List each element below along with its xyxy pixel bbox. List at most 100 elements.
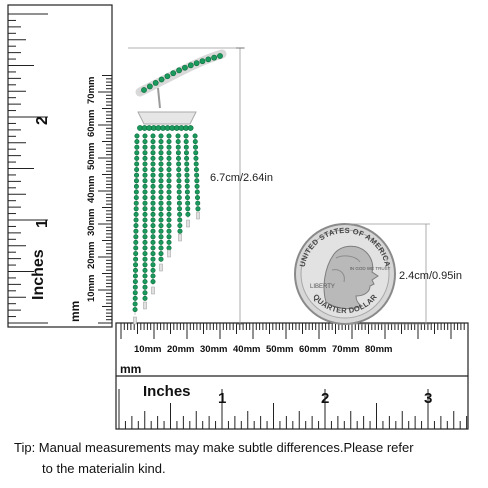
emerald-stone	[158, 200, 164, 206]
emerald-stone	[177, 228, 183, 234]
emerald-stone	[150, 139, 156, 145]
emerald-stone	[184, 155, 190, 161]
emerald-stone	[205, 56, 212, 63]
coin-liberty-text: LIBERTY	[310, 284, 335, 290]
emerald-stone	[142, 172, 148, 178]
emerald-stone	[175, 150, 181, 156]
emerald-stone	[142, 155, 148, 161]
emerald-stone	[134, 133, 140, 139]
emerald-stone	[134, 172, 140, 178]
emerald-stone	[158, 223, 164, 229]
emerald-stone	[166, 133, 172, 139]
emerald-stone	[183, 144, 189, 150]
emerald-stone	[133, 217, 139, 223]
emerald-stone	[166, 217, 172, 223]
emerald-stone	[142, 189, 148, 195]
emerald-stone	[150, 195, 156, 201]
emerald-stone	[133, 245, 139, 251]
emerald-stone	[184, 161, 190, 167]
emerald-stone	[150, 217, 156, 223]
emerald-stone	[132, 295, 138, 301]
earring-image	[128, 47, 245, 325]
emerald-stone	[194, 183, 200, 189]
emerald-stone	[177, 217, 183, 223]
horizontal-inch-tick-label: 3	[424, 390, 433, 407]
emerald-stone	[150, 234, 156, 240]
emerald-stone	[184, 183, 190, 189]
emerald-stone	[166, 172, 172, 178]
emerald-stone	[142, 267, 148, 273]
vertical-inch-ticks	[8, 13, 48, 324]
vertical-mm-tick-label: 10mm	[86, 274, 97, 302]
emerald-stone	[195, 200, 201, 206]
emerald-stone	[142, 211, 148, 217]
fringe-end-cap	[178, 233, 182, 242]
emerald-stone	[150, 228, 156, 234]
emerald-stone	[158, 161, 164, 167]
emerald-stone	[166, 144, 172, 150]
emerald-stone	[175, 155, 181, 161]
vertical-inch-tick-label: 2	[34, 116, 51, 125]
fringe-end-cap	[167, 249, 171, 258]
emerald-stone	[150, 189, 156, 195]
emerald-stone	[142, 223, 148, 229]
emerald-stone	[142, 251, 148, 257]
emerald-stone	[158, 228, 164, 234]
emerald-stone	[166, 211, 172, 217]
emerald-stone	[150, 239, 156, 245]
emerald-stone	[183, 150, 189, 156]
emerald-stone	[192, 139, 198, 145]
climber-stones	[141, 53, 223, 93]
horizontal-mm-tick-label: 30mm	[200, 344, 228, 355]
emerald-stone	[142, 161, 148, 167]
emerald-stone	[187, 62, 194, 69]
emerald-stone	[133, 195, 139, 201]
emerald-stone	[150, 172, 156, 178]
horizontal-inch-ticks	[118, 389, 468, 429]
emerald-stone	[166, 178, 172, 184]
vertical-mm-tick-label: 40mm	[86, 175, 97, 203]
emerald-stone	[185, 200, 191, 206]
emerald-stone	[177, 206, 183, 212]
emerald-stone	[177, 211, 183, 217]
emerald-stone	[166, 228, 172, 234]
emerald-stone	[183, 133, 189, 139]
emerald-stone	[176, 172, 182, 178]
vertical-inch-unit-label: Inches	[30, 249, 47, 300]
emerald-stone	[146, 83, 153, 90]
fringe-strands	[132, 125, 201, 325]
emerald-stone	[133, 234, 139, 240]
fringe-end-cap	[159, 263, 163, 272]
emerald-stone	[134, 161, 140, 167]
coin-motto-text: IN GOD WE TRUST	[350, 266, 391, 271]
emerald-stone	[142, 200, 148, 206]
emerald-stone	[152, 80, 159, 86]
emerald-stone	[150, 211, 156, 217]
horizontal-mm-ticks	[120, 323, 465, 339]
horizontal-mm-tick-label: 70mm	[332, 344, 360, 355]
emerald-stone	[192, 133, 198, 139]
emerald-stone	[187, 125, 194, 131]
emerald-stone	[158, 239, 164, 245]
emerald-stone	[166, 155, 172, 161]
emerald-stone	[134, 144, 140, 150]
emerald-stone	[142, 150, 148, 156]
emerald-stone	[142, 133, 148, 139]
emerald-stone	[133, 262, 139, 268]
emerald-stone	[211, 54, 218, 61]
emerald-stone	[133, 183, 139, 189]
emerald-stone	[158, 195, 164, 201]
emerald-stone	[133, 239, 139, 245]
emerald-stone	[166, 206, 172, 212]
horizontal-mm-tick-label: 60mm	[299, 344, 327, 355]
emerald-stone	[132, 279, 138, 285]
emerald-stone	[150, 133, 156, 139]
horizontal-inch-unit-label: Inches	[143, 383, 191, 400]
emerald-stone	[150, 161, 156, 167]
emerald-stone	[142, 256, 148, 262]
emerald-stone	[150, 262, 156, 268]
emerald-stone	[132, 307, 138, 313]
emerald-stone	[158, 139, 164, 145]
emerald-stone	[133, 256, 139, 262]
